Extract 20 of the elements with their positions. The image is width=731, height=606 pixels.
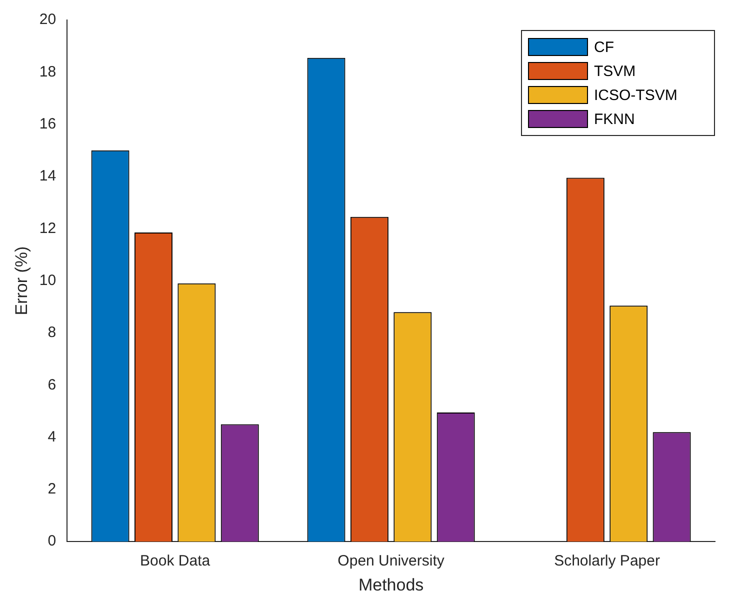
x-axis-title: Methods <box>358 575 424 594</box>
y-tick-label: 20 <box>39 11 56 28</box>
legend-label: TSVM <box>594 62 636 80</box>
legend-label: ICSO-TSVM <box>594 86 678 104</box>
x-tick-label: Open University <box>338 552 445 570</box>
y-tick-label: 18 <box>39 63 56 80</box>
y-tick-label: 6 <box>48 376 56 394</box>
legend-label: FKNN <box>594 110 635 128</box>
y-tick-label: 2 <box>48 480 56 498</box>
y-tick-label: 0 <box>48 532 56 550</box>
y-tick-label: 8 <box>48 324 56 342</box>
x-tick-label: Scholarly Paper <box>554 552 660 570</box>
x-tick-label: Book Data <box>140 552 211 570</box>
y-tick-label: 10 <box>39 272 56 289</box>
y-tick-label: 14 <box>39 168 56 185</box>
y-tick-label: 4 <box>48 428 56 446</box>
y-tick-label: 12 <box>39 220 56 237</box>
legend-label: CF <box>594 38 614 56</box>
y-axis-title: Error (%) <box>12 246 31 316</box>
y-tick-label: 16 <box>39 115 56 132</box>
